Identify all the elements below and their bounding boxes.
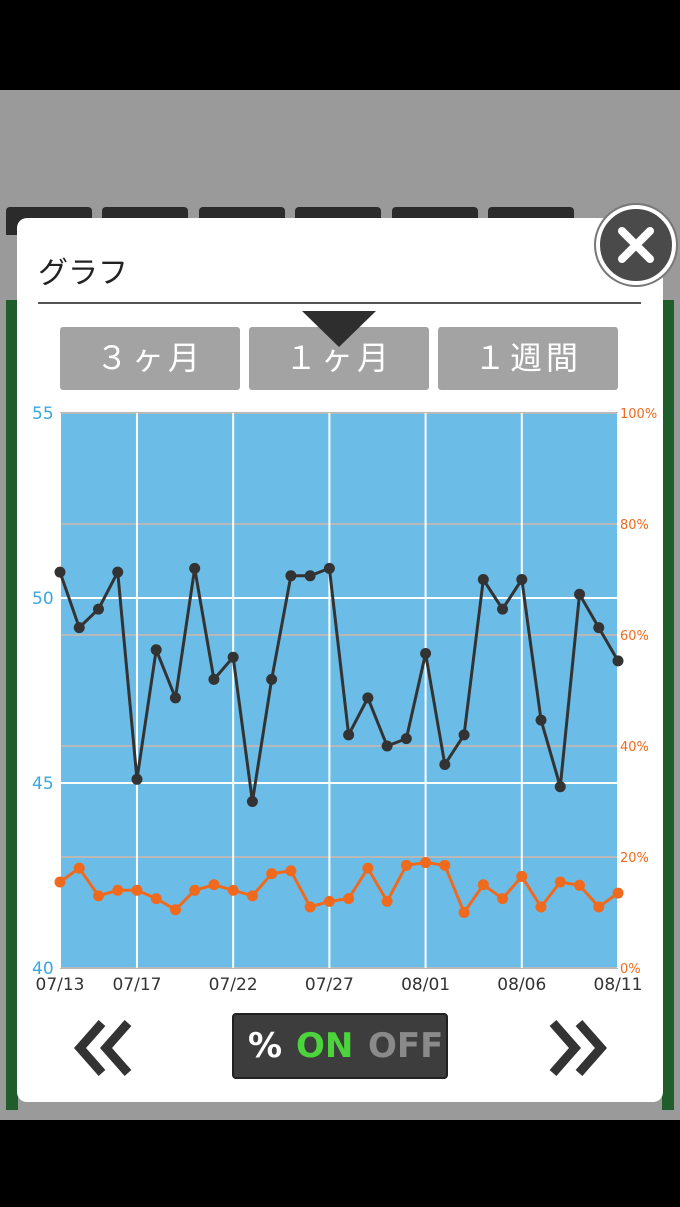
double-chevron-right-icon — [549, 1020, 607, 1076]
background-panel-edge — [662, 300, 674, 1110]
percent-data-point — [266, 868, 278, 880]
selected-range-indicator-icon — [302, 311, 376, 347]
weight-data-point — [112, 566, 124, 578]
weight-data-point — [497, 603, 509, 615]
weight-data-point — [246, 796, 258, 807]
weight-data-point — [554, 781, 566, 793]
percent-data-point — [535, 901, 547, 913]
left-axis-tick-label: 45 — [32, 774, 54, 794]
weight-data-point — [266, 673, 278, 685]
percent-data-point — [92, 890, 104, 902]
percent-toggle[interactable]: % ON OFF — [232, 1013, 448, 1079]
right-axis-tick-label: 0% — [620, 962, 641, 977]
next-period-button[interactable] — [541, 1015, 611, 1081]
weight-data-point — [574, 588, 586, 600]
percent-data-point — [246, 890, 258, 902]
previous-period-button[interactable] — [70, 1015, 140, 1081]
weight-data-point — [131, 773, 143, 785]
x-axis-tick-label: 08/01 — [401, 975, 450, 995]
weight-data-point — [150, 644, 162, 656]
weight-data-point — [535, 714, 547, 726]
close-button[interactable] — [596, 205, 676, 285]
toggle-off-label[interactable]: OFF — [368, 1026, 444, 1066]
x-axis-tick-label: 08/06 — [497, 975, 546, 995]
weight-data-point — [208, 673, 220, 685]
weight-data-point — [477, 574, 489, 585]
weight-chart: 40 45 50 55 0% 20% 40% 60% 80% 100% 07/13 07/17 07/2… — [32, 404, 657, 995]
percent-data-point — [458, 907, 470, 918]
percent-data-point — [400, 859, 412, 871]
percent-data-point — [381, 895, 393, 907]
percent-data-point — [227, 884, 239, 896]
weight-data-point — [169, 692, 181, 704]
range-button-3-months[interactable]: ３ヶ月 — [60, 327, 240, 390]
double-chevron-left-icon — [74, 1020, 132, 1076]
weight-data-point — [362, 692, 374, 704]
percent-data-point — [131, 884, 143, 896]
weight-data-point — [458, 729, 470, 741]
right-axis-tick-label: 20% — [620, 851, 649, 866]
weight-data-point — [189, 562, 201, 574]
top-status-area — [0, 0, 680, 90]
close-icon — [618, 227, 654, 263]
weight-data-point — [400, 733, 412, 745]
percent-data-point — [497, 893, 509, 905]
weight-data-point — [73, 622, 85, 634]
weight-series-line — [58, 566, 620, 802]
left-axis-tick-label: 40 — [32, 959, 54, 979]
weight-data-point — [227, 651, 239, 663]
percent-data-point — [323, 895, 335, 907]
percent-data-point — [516, 870, 528, 882]
bottom-bar — [0, 1120, 680, 1207]
weight-data-point — [54, 566, 66, 578]
weight-data-point — [439, 759, 451, 770]
x-axis-tick-label: 08/11 — [594, 975, 643, 995]
percent-label: % — [248, 1026, 283, 1066]
percent-data-point — [593, 901, 605, 913]
percent-data-point — [477, 879, 489, 891]
x-axis-tick-label: 07/27 — [305, 975, 354, 995]
percent-data-point — [554, 876, 566, 888]
weight-data-point — [612, 655, 624, 667]
x-axis-tick-label: 07/13 — [36, 975, 85, 995]
percent-data-point — [112, 884, 124, 896]
right-axis-tick-label: 40% — [620, 740, 649, 755]
weight-data-point — [593, 622, 605, 634]
percent-data-point — [574, 879, 586, 891]
percent-data-point — [189, 884, 201, 896]
background-panel-edge — [6, 300, 18, 1110]
plot-area — [60, 413, 618, 968]
left-axis-tick-label: 55 — [32, 404, 54, 424]
right-axis-tick-label: 60% — [620, 629, 649, 644]
dialog-title: グラフ — [38, 256, 128, 291]
toggle-on-label[interactable]: ON — [296, 1026, 354, 1066]
weight-data-point — [323, 562, 335, 574]
title-divider — [38, 302, 641, 304]
percent-data-point — [304, 901, 316, 913]
right-axis-tick-label: 80% — [620, 518, 649, 533]
percent-data-point — [420, 857, 432, 869]
right-axis-tick-label: 100% — [620, 407, 657, 422]
percent-data-point — [343, 893, 355, 905]
left-axis-tick-label: 50 — [32, 589, 54, 609]
percent-data-point — [439, 859, 451, 871]
range-button-1-week[interactable]: １週間 — [438, 327, 618, 390]
weight-data-point — [343, 729, 355, 741]
percent-data-point — [54, 876, 66, 888]
weight-data-point — [516, 574, 528, 585]
weight-data-point — [420, 648, 432, 659]
percent-data-point — [285, 865, 297, 877]
percent-data-point — [208, 879, 220, 891]
weight-data-point — [304, 570, 316, 582]
x-axis-tick-label: 07/22 — [209, 975, 258, 995]
percent-data-point — [150, 893, 162, 905]
percent-data-point — [73, 862, 85, 874]
x-axis-tick-label: 07/17 — [112, 975, 161, 995]
percent-data-point — [362, 862, 374, 874]
percent-data-point — [169, 904, 181, 916]
weight-data-point — [285, 570, 297, 582]
weight-data-point — [381, 740, 393, 752]
percent-data-point — [612, 887, 624, 899]
weight-data-point — [92, 603, 104, 615]
